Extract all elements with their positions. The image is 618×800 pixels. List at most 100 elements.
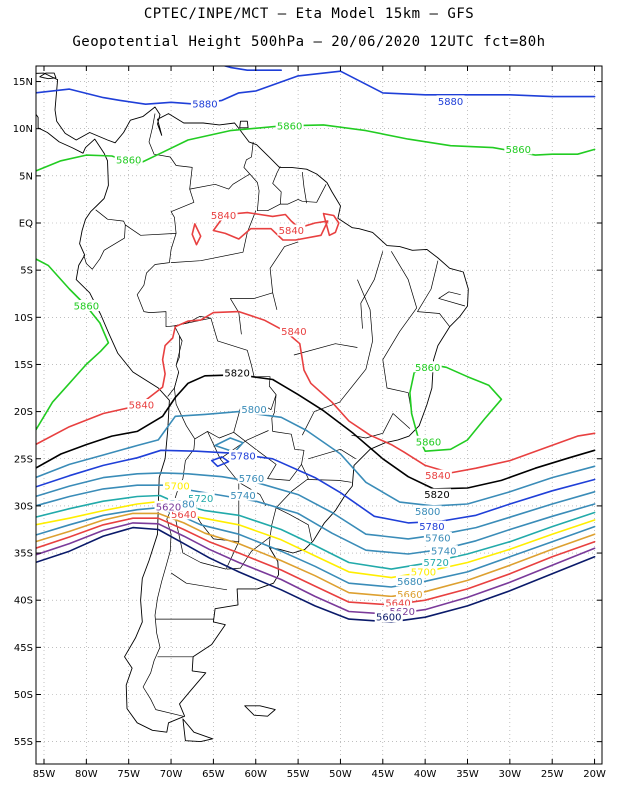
political-border (268, 507, 277, 546)
contour-label-bg (423, 469, 452, 481)
lon-tick-label: 80W (75, 769, 98, 780)
contour-label-bg (413, 361, 442, 373)
contour-label: 5760 (239, 474, 264, 485)
political-border (175, 335, 183, 366)
contour-label-bg (127, 398, 156, 410)
contour-label: 5840 (211, 211, 236, 222)
political-border (229, 298, 242, 335)
contour-label-bg (423, 531, 452, 543)
political-border (269, 241, 299, 310)
contour-label-bg (169, 508, 198, 520)
contour-label: 5680 (397, 577, 422, 588)
contour-label: 5840 (129, 400, 154, 411)
contour-label-bg (275, 119, 304, 131)
contour-labels: 5880 5880 5860 5860 5860 5860 5860 5860 5840 5840… (72, 95, 533, 624)
lon-tick-label: 40W (414, 769, 437, 780)
political-border (170, 572, 228, 591)
map-subtitle: Geopotential Height 500hPa – 20/06/2020 … (72, 34, 546, 50)
contour-label-bg (504, 143, 533, 155)
contour-5800 (36, 410, 596, 507)
contour-lines (36, 66, 596, 623)
contour-label: 5860 (74, 301, 99, 312)
lat-tick-label: 5N (19, 171, 33, 182)
contour-label-bg (240, 403, 269, 415)
contour-5620 (36, 522, 596, 616)
contour-label: 5880 (438, 97, 463, 108)
political-border (272, 166, 282, 205)
lon-tick-label: 65W (202, 769, 225, 780)
contour-label-bg (384, 597, 413, 609)
coastline (182, 718, 214, 743)
contour-label-bg (229, 449, 258, 461)
contour-label-bg (413, 505, 442, 517)
contour-5840 (212, 211, 329, 241)
contour-5680 (36, 507, 596, 588)
political-border (351, 413, 411, 439)
political-border (438, 291, 466, 307)
contour-label: 5860 (416, 437, 441, 448)
contour-label-bg (190, 98, 219, 110)
contour-5840 (322, 212, 340, 237)
contour-5800 (214, 437, 244, 453)
contour-5760 (36, 472, 596, 540)
contour-label: 5760 (425, 533, 450, 544)
contour-5780 (210, 456, 230, 468)
contour-label: 5840 (279, 226, 304, 237)
lon-tick-label: 75W (117, 769, 140, 780)
coastline (36, 72, 469, 733)
contour-label: 5860 (116, 155, 141, 166)
lat-tick-label: 15N (13, 77, 33, 88)
contour-label-bg (429, 545, 458, 557)
political-border (382, 251, 418, 417)
contour-label-bg (277, 224, 306, 236)
contour-label-bg (395, 588, 424, 600)
contour-label-bg (223, 366, 252, 378)
political-border (293, 343, 358, 356)
lon-tick-label: 70W (160, 769, 183, 780)
coastline (244, 705, 276, 717)
lon-tick-label: 35W (456, 769, 479, 780)
contour-label-bg (237, 472, 266, 484)
lat-tick-label: 10N (13, 124, 33, 135)
coastline (100, 49, 119, 55)
contour-label: 5820 (424, 490, 449, 501)
contour-label-bg (436, 95, 465, 107)
contour-label: 5600 (376, 613, 401, 624)
political-border (308, 448, 356, 460)
lat-tick-label: 55S (14, 737, 33, 748)
lat-tick-label: 40S (14, 596, 33, 607)
contour-label: 5860 (506, 145, 531, 156)
contour-label-bg (229, 489, 258, 501)
contour-label-bg (209, 209, 238, 221)
axis-ticks: 15N 10N 5N EQ 5S 10S 15S 20S 25S 30S 35S 40S 45S 50S 5… (13, 66, 606, 780)
contour-5660 (36, 512, 596, 598)
contour-5860 (409, 362, 503, 452)
contour-5600 (36, 526, 596, 623)
contour-label: 5860 (277, 121, 302, 132)
political-border (360, 251, 384, 329)
contour-5640 (36, 517, 596, 606)
map-frame (35, 65, 603, 765)
political-border (230, 292, 273, 299)
lon-tick-label: 30W (499, 769, 522, 780)
contour-label: 5840 (281, 327, 306, 338)
map-grid (36, 66, 602, 764)
map-title: CPTEC/INPE/MCT – Eta Model 15km – GFS (143, 6, 475, 22)
coastline (194, 49, 208, 54)
coastline (126, 36, 183, 61)
political-border (83, 224, 126, 270)
political-border (307, 479, 352, 483)
political-border (172, 431, 240, 570)
contour-label: 5720 (423, 558, 448, 569)
contour-label-bg (374, 611, 403, 623)
political-border (136, 113, 196, 440)
political-border (417, 260, 450, 327)
contour-label-bg (409, 565, 438, 577)
contour-label-bg (72, 299, 101, 311)
contour-label: 5880 (192, 100, 217, 111)
contour-5880 (222, 66, 282, 71)
contour-label-bg (395, 575, 424, 587)
contour-label: 5780 (230, 451, 255, 462)
lon-tick-label: 25W (541, 769, 564, 780)
